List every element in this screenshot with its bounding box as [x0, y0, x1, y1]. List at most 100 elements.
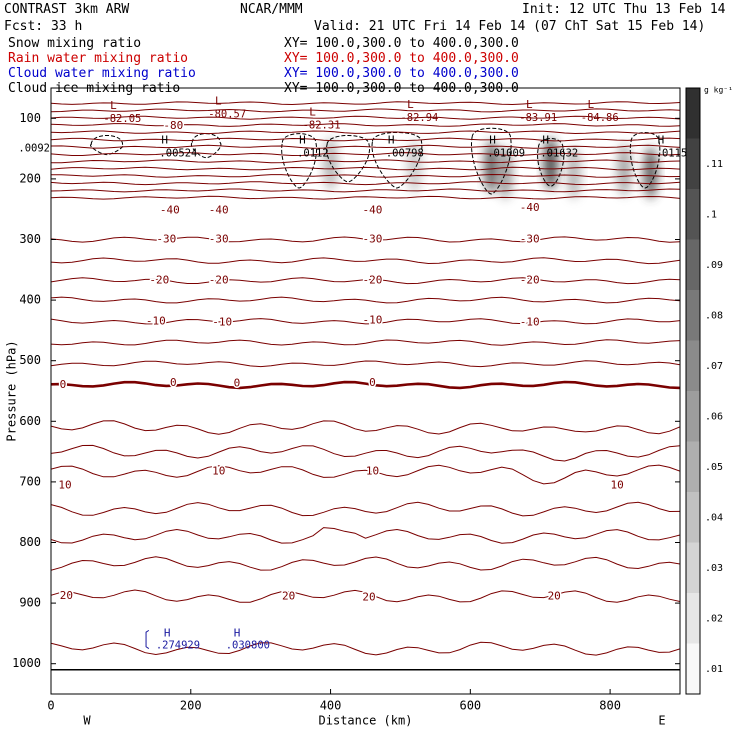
low-value-3: -82.94 — [400, 112, 438, 124]
colorbar-tick-label-2: .03 — [705, 563, 723, 574]
high-value-4: .01632 — [540, 148, 578, 160]
isotherm-line-3 — [51, 123, 680, 127]
colorbar-segment-1 — [686, 593, 700, 644]
low-marker-2: L — [309, 105, 316, 118]
valid-time: Valid: 21 UTC Fri 14 Feb 14 (07 ChT Sat … — [314, 19, 706, 34]
isotherm-label-2: -40 — [209, 203, 229, 216]
colorbar-tick-label-9: .1 — [705, 209, 717, 220]
isotherm-label-8: -30 — [520, 233, 540, 246]
isotherm-line-14 — [51, 236, 680, 243]
colorbar-segment-8 — [686, 239, 700, 290]
isotherm-label-24: 10 — [610, 479, 623, 492]
legend-snow-label: Snow mixing ratio — [8, 36, 142, 51]
isotherm-line-12 — [51, 188, 680, 193]
isotherm-line-20 — [51, 360, 680, 368]
isotherm-label-7: -30 — [363, 233, 383, 246]
high-marker-1: H — [299, 134, 306, 147]
low-marker-0: L — [110, 99, 117, 112]
colorbar-tick-label-8: .09 — [705, 260, 723, 271]
isotherm-line-13 — [51, 195, 680, 200]
high-marker-3: H — [489, 134, 496, 147]
low-value-5: -84.86 — [581, 112, 619, 124]
isotherm-label-10: -20 — [209, 274, 229, 287]
isotherm-line-7 — [51, 152, 680, 157]
x-end-label-west: W — [83, 714, 91, 728]
y-tick-label-1: 200 — [19, 171, 41, 185]
high-marker-4: H — [542, 134, 549, 147]
y-tick-label-6: 700 — [19, 474, 41, 488]
colorbar-segment-5 — [686, 391, 700, 442]
snow-shading-3 — [498, 146, 513, 199]
colorbar-segment-6 — [686, 340, 700, 391]
y-tick-label-2: 300 — [19, 232, 41, 246]
isotherm-label-21: 10 — [212, 465, 225, 478]
isotherm-label-23: 10 — [58, 479, 71, 492]
isotherm-line-11 — [51, 181, 680, 186]
cloud-water-value-0: .274929 — [156, 639, 200, 651]
legend-snow-xy: XY= 100.0,300.0 to 400.0,300.0 — [284, 36, 519, 51]
low-value-4: -83.91 — [519, 112, 557, 124]
init-time: Init: 12 UTC Thu 13 Feb 14 — [522, 2, 726, 17]
isotherm-label-9: -20 — [149, 274, 169, 287]
x-tick-label-0: 0 — [47, 699, 54, 713]
high-value-0: .00524 — [159, 148, 197, 160]
x-tick-label-3: 600 — [459, 699, 481, 713]
cloud-ice-contour-0 — [89, 134, 124, 156]
legend-rain-label: Rain water mixing ratio — [8, 51, 189, 66]
snow-shading-5 — [566, 146, 581, 199]
colorbar-segment-7 — [686, 290, 700, 341]
high-marker-0: H — [161, 134, 168, 147]
isotherm-line-29 — [51, 641, 680, 656]
y-tick-label-8: 900 — [19, 596, 41, 610]
isotherm-line-22 — [51, 420, 680, 435]
isotherm-label-18: 0 — [170, 376, 177, 389]
isotherm-line-6 — [51, 144, 680, 149]
high-value-5: .01155 — [656, 148, 694, 160]
legend-rain-xy: XY= 100.0,300.0 to 400.0,300.0 — [284, 51, 519, 66]
forecast-hour: Fcst: 33 h — [4, 19, 83, 34]
legend-cloudwater-xy: XY= 100.0,300.0 to 400.0,300.0 — [284, 66, 519, 81]
low-marker-3: L — [407, 98, 414, 111]
cloud-ice-contour-2 — [281, 133, 318, 189]
low-value-0: -82.05 — [103, 113, 141, 125]
colorbar-segment-3 — [686, 492, 700, 543]
y-tick-label-5: 600 — [19, 414, 41, 428]
isotherm-line-25 — [51, 501, 680, 517]
plot-frame — [50, 87, 681, 695]
org-label: NCAR/MMM — [240, 2, 303, 17]
isotherm-label-25: 20 — [60, 589, 73, 602]
isotherm-line-4 — [51, 130, 680, 135]
isotherm-line-8 — [51, 159, 680, 164]
y-tick-label-3: 400 — [19, 293, 41, 307]
y-tick-label-7: 800 — [19, 535, 41, 549]
colorbar-tick-label-4: .05 — [705, 462, 723, 473]
cloud-water-value-1: .030800 — [226, 639, 270, 651]
low-value-1: -80.57 — [208, 108, 246, 120]
legend-cloudwater-label: Cloud water mixing ratio — [8, 66, 196, 81]
isotherm-label-1: -40 — [160, 203, 180, 216]
colorbar-tick-label-1: .02 — [705, 613, 723, 624]
colorbar-segment-2 — [686, 542, 700, 593]
plot-content — [51, 101, 680, 671]
x-axis-label: Distance (km) — [319, 714, 413, 728]
y-tick-label-9: 1000 — [12, 656, 41, 670]
isotherm-label-16: -10 — [520, 316, 540, 329]
cloud-water-contour — [145, 629, 150, 649]
edge-value-label: .0092 — [18, 143, 50, 155]
isotherm-line-5 — [51, 137, 680, 142]
colorbar-unit-label: g kg⁻¹ — [704, 86, 733, 95]
x-tick-label-2: 400 — [320, 699, 342, 713]
colorbar-tick-label-5: .06 — [705, 411, 723, 422]
isotherm-line-26 — [51, 527, 680, 544]
colorbar-tick-label-3: .04 — [705, 512, 723, 523]
cloud-ice-contour-5 — [470, 127, 512, 195]
isotherm-line-24 — [51, 464, 680, 485]
isotherm-label-13: -10 — [146, 314, 166, 327]
x-end-label-east: E — [658, 714, 665, 728]
y-tick-label-4: 500 — [19, 353, 41, 367]
isotherm-line-17 — [51, 296, 680, 304]
colorbar-segment-0 — [686, 643, 700, 694]
isotherm-line-0 — [51, 101, 680, 106]
y-axis-label: Pressure (hPa) — [5, 340, 19, 441]
isotherm-line-2 — [51, 115, 680, 120]
